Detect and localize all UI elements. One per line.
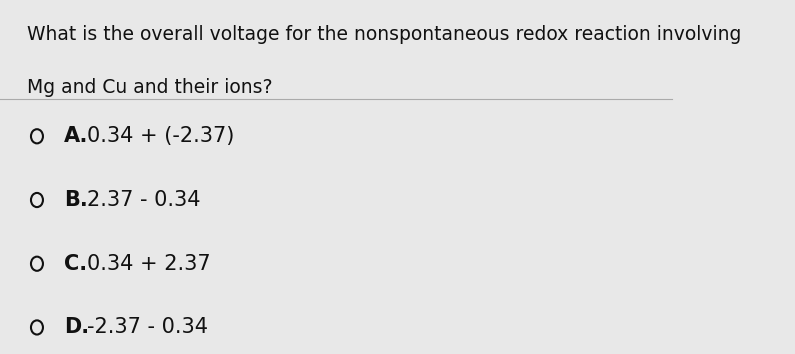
Text: 0.34 + (-2.37): 0.34 + (-2.37) [87, 126, 235, 146]
Text: A.: A. [64, 126, 88, 146]
Text: D.: D. [64, 318, 89, 337]
Text: B.: B. [64, 190, 87, 210]
Text: 2.37 - 0.34: 2.37 - 0.34 [87, 190, 201, 210]
Text: 0.34 + 2.37: 0.34 + 2.37 [87, 254, 211, 274]
Text: -2.37 - 0.34: -2.37 - 0.34 [87, 318, 208, 337]
Text: Mg and Cu and their ions?: Mg and Cu and their ions? [27, 78, 273, 97]
Text: What is the overall voltage for the nonspontaneous redox reaction involving: What is the overall voltage for the nons… [27, 25, 741, 44]
Text: C.: C. [64, 254, 87, 274]
